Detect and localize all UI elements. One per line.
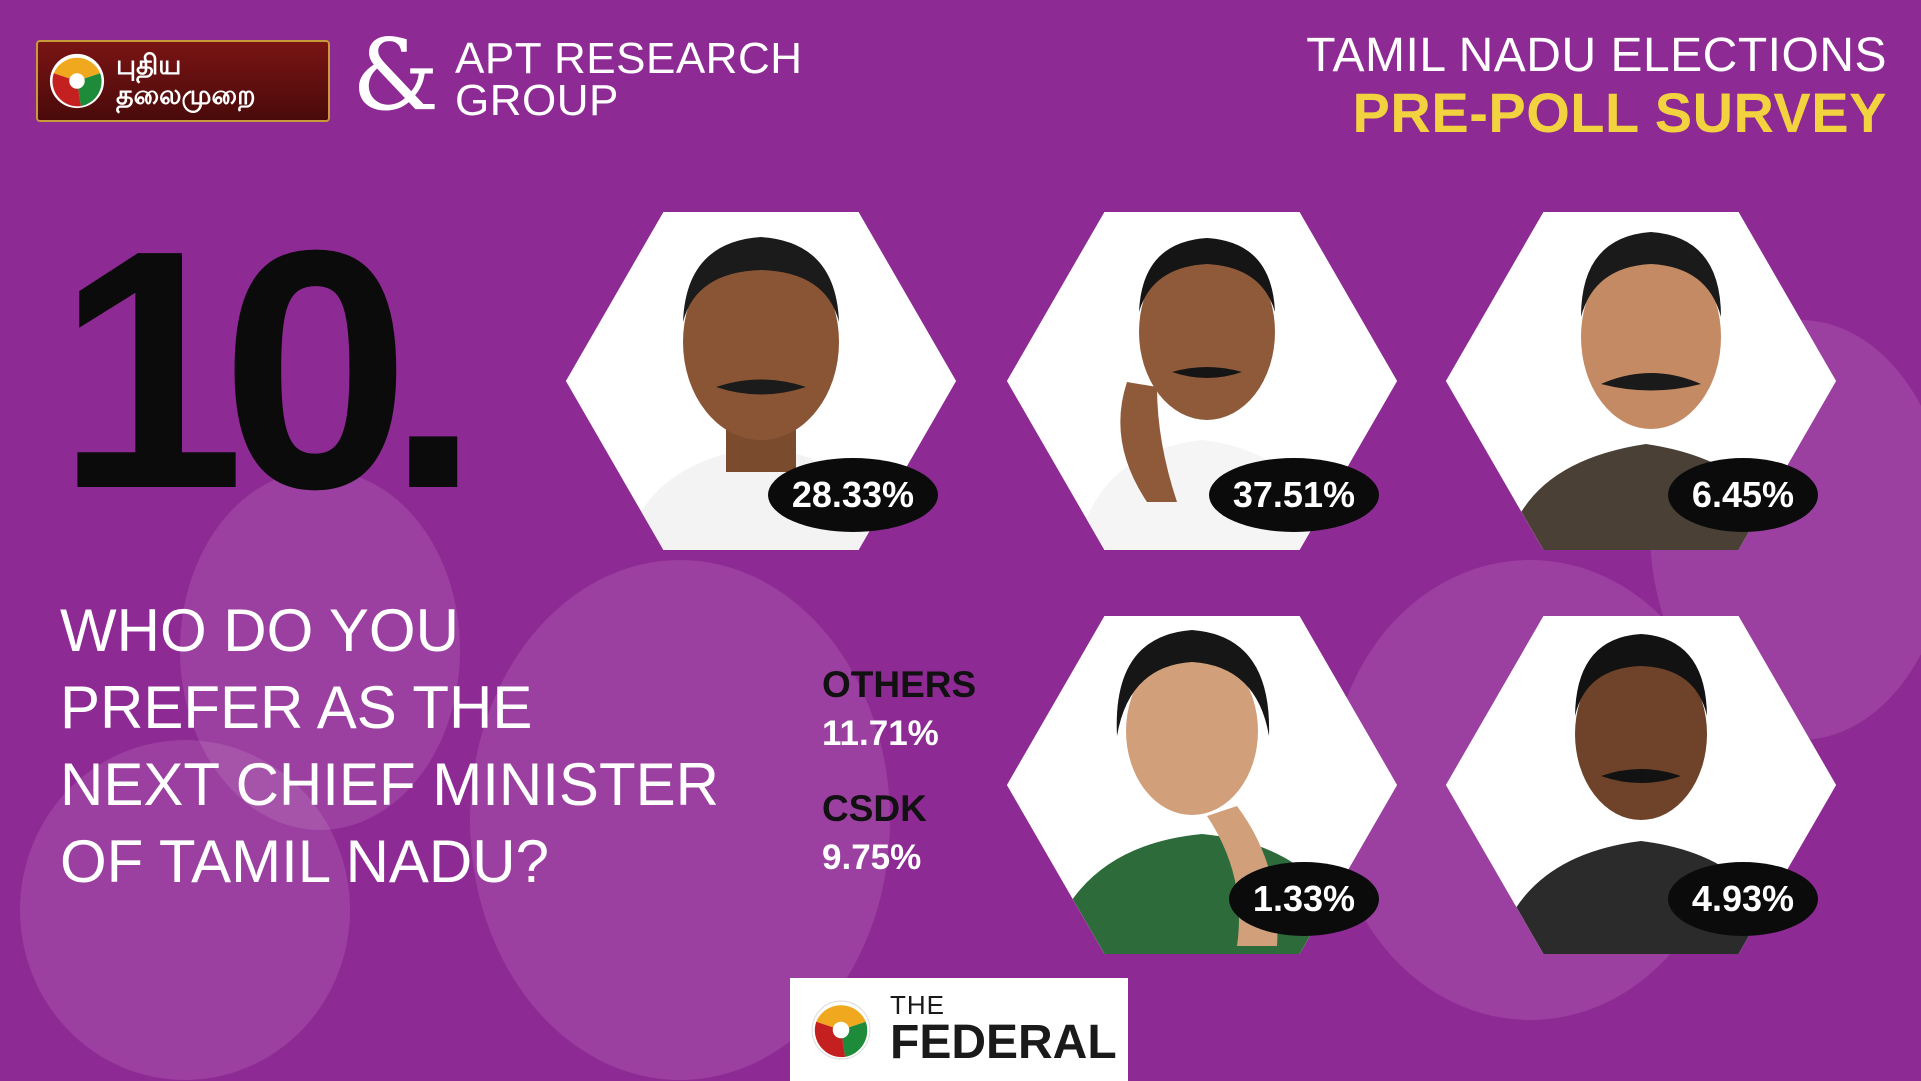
background-face xyxy=(180,470,460,830)
candidate-hexagon xyxy=(566,212,956,550)
question-text: WHO DO YOU PREFER AS THE NEXT CHIEF MINI… xyxy=(60,592,719,900)
candidate-card: 1.33% xyxy=(1007,616,1397,954)
candidate-card: 37.51% xyxy=(1007,212,1397,550)
question-line: PREFER AS THE xyxy=(60,674,533,741)
percentage-badge: 4.93% xyxy=(1667,862,1818,936)
the-federal-logo: THE FEDERAL xyxy=(790,978,1128,1081)
candidate-card: 4.93% xyxy=(1446,616,1836,954)
others-value: 11.71% xyxy=(822,714,939,753)
apt-research-logo: APT RESEARCH GROUP xyxy=(455,34,803,125)
federal-the: THE xyxy=(890,989,945,1020)
title-elections: TAMIL NADU ELECTIONS xyxy=(1306,29,1887,82)
candidate-portrait-icon xyxy=(1446,212,1836,550)
percentage-badge: 28.33% xyxy=(767,458,938,532)
question-line: WHO DO YOU xyxy=(60,597,459,664)
question-line: OF TAMIL NADU? xyxy=(60,828,549,895)
csdk-label: CSDK xyxy=(822,788,927,829)
background-face xyxy=(20,740,350,1080)
channel-logo-line1: புதிய xyxy=(116,50,182,81)
percentage-badge: 6.45% xyxy=(1667,458,1818,532)
csdk-value: 9.75% xyxy=(822,838,922,877)
title-survey: PRE-POLL SURVEY xyxy=(1352,81,1887,144)
question-line: NEXT CHIEF MINISTER xyxy=(60,751,719,818)
candidate-card: 28.33% xyxy=(566,212,956,550)
federal-emblem-icon xyxy=(811,1000,871,1059)
puthiya-thalaimurai-logo: புதிய தலைமுறை xyxy=(36,40,330,122)
partner-ampersand: & xyxy=(352,19,440,133)
candidate-card: 6.45% xyxy=(1446,212,1836,550)
federal-name: FEDERAL xyxy=(890,1015,1117,1069)
partner-line2: GROUP xyxy=(455,76,619,125)
question-number: 10. xyxy=(56,180,481,560)
channel-emblem-icon xyxy=(49,53,105,109)
percentage-badge: 1.33% xyxy=(1228,862,1379,936)
others-label: OTHERS xyxy=(822,664,977,705)
channel-logo-line2: தலைமுறை xyxy=(116,80,256,111)
percentage-badge: 37.51% xyxy=(1208,458,1379,532)
partner-line1: APT RESEARCH xyxy=(455,34,803,83)
candidate-hexagon xyxy=(1446,212,1836,550)
